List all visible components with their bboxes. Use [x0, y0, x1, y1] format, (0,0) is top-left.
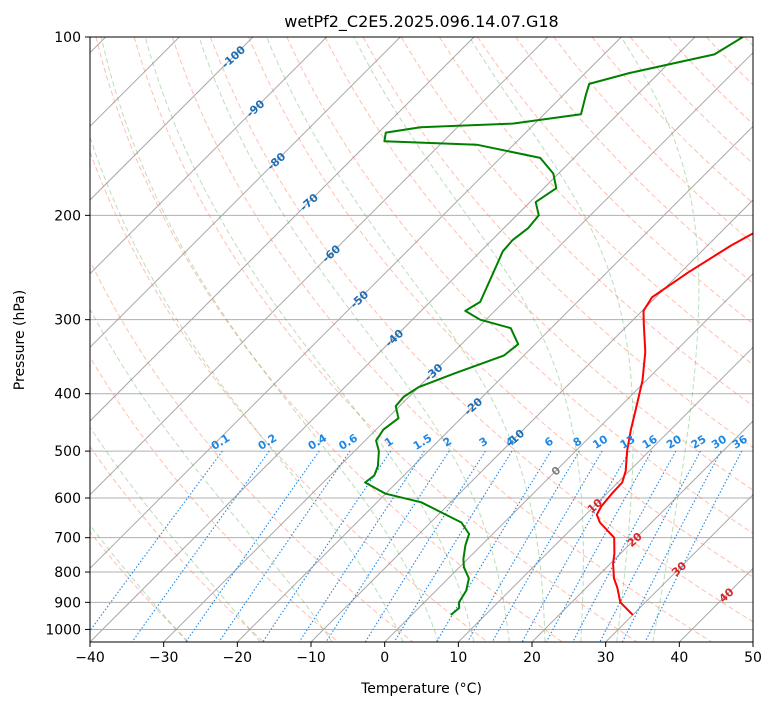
- x-tick-label: 40: [670, 650, 688, 666]
- x-tick-label: −40: [75, 650, 105, 666]
- y-tick-label: 400: [54, 387, 81, 403]
- y-axis-label: Pressure (hPa): [12, 290, 28, 390]
- x-tick-label: 30: [597, 650, 615, 666]
- chart-title: wetPf2_C2E5.2025.096.14.07.G18: [284, 12, 558, 32]
- y-tick-label: 600: [54, 491, 81, 507]
- y-tick-label: 700: [54, 531, 81, 547]
- x-tick-label: −10: [296, 650, 326, 666]
- x-tick-label: 10: [449, 650, 467, 666]
- x-axis-label: Temperature (°C): [360, 681, 482, 697]
- x-tick-label: 0: [380, 650, 389, 666]
- y-tick-label: 1000: [45, 622, 81, 638]
- y-tick-label: 900: [54, 595, 81, 611]
- y-tick-label: 800: [54, 565, 81, 581]
- x-tick-label: −20: [223, 650, 253, 666]
- y-tick-label: 300: [54, 313, 81, 329]
- y-tick-label: 200: [54, 208, 81, 224]
- y-tick-label: 100: [54, 30, 81, 46]
- y-tick-label: 500: [54, 444, 81, 460]
- x-tick-label: 50: [744, 650, 762, 666]
- x-tick-label: 20: [523, 650, 541, 666]
- x-tick-label: −30: [149, 650, 179, 666]
